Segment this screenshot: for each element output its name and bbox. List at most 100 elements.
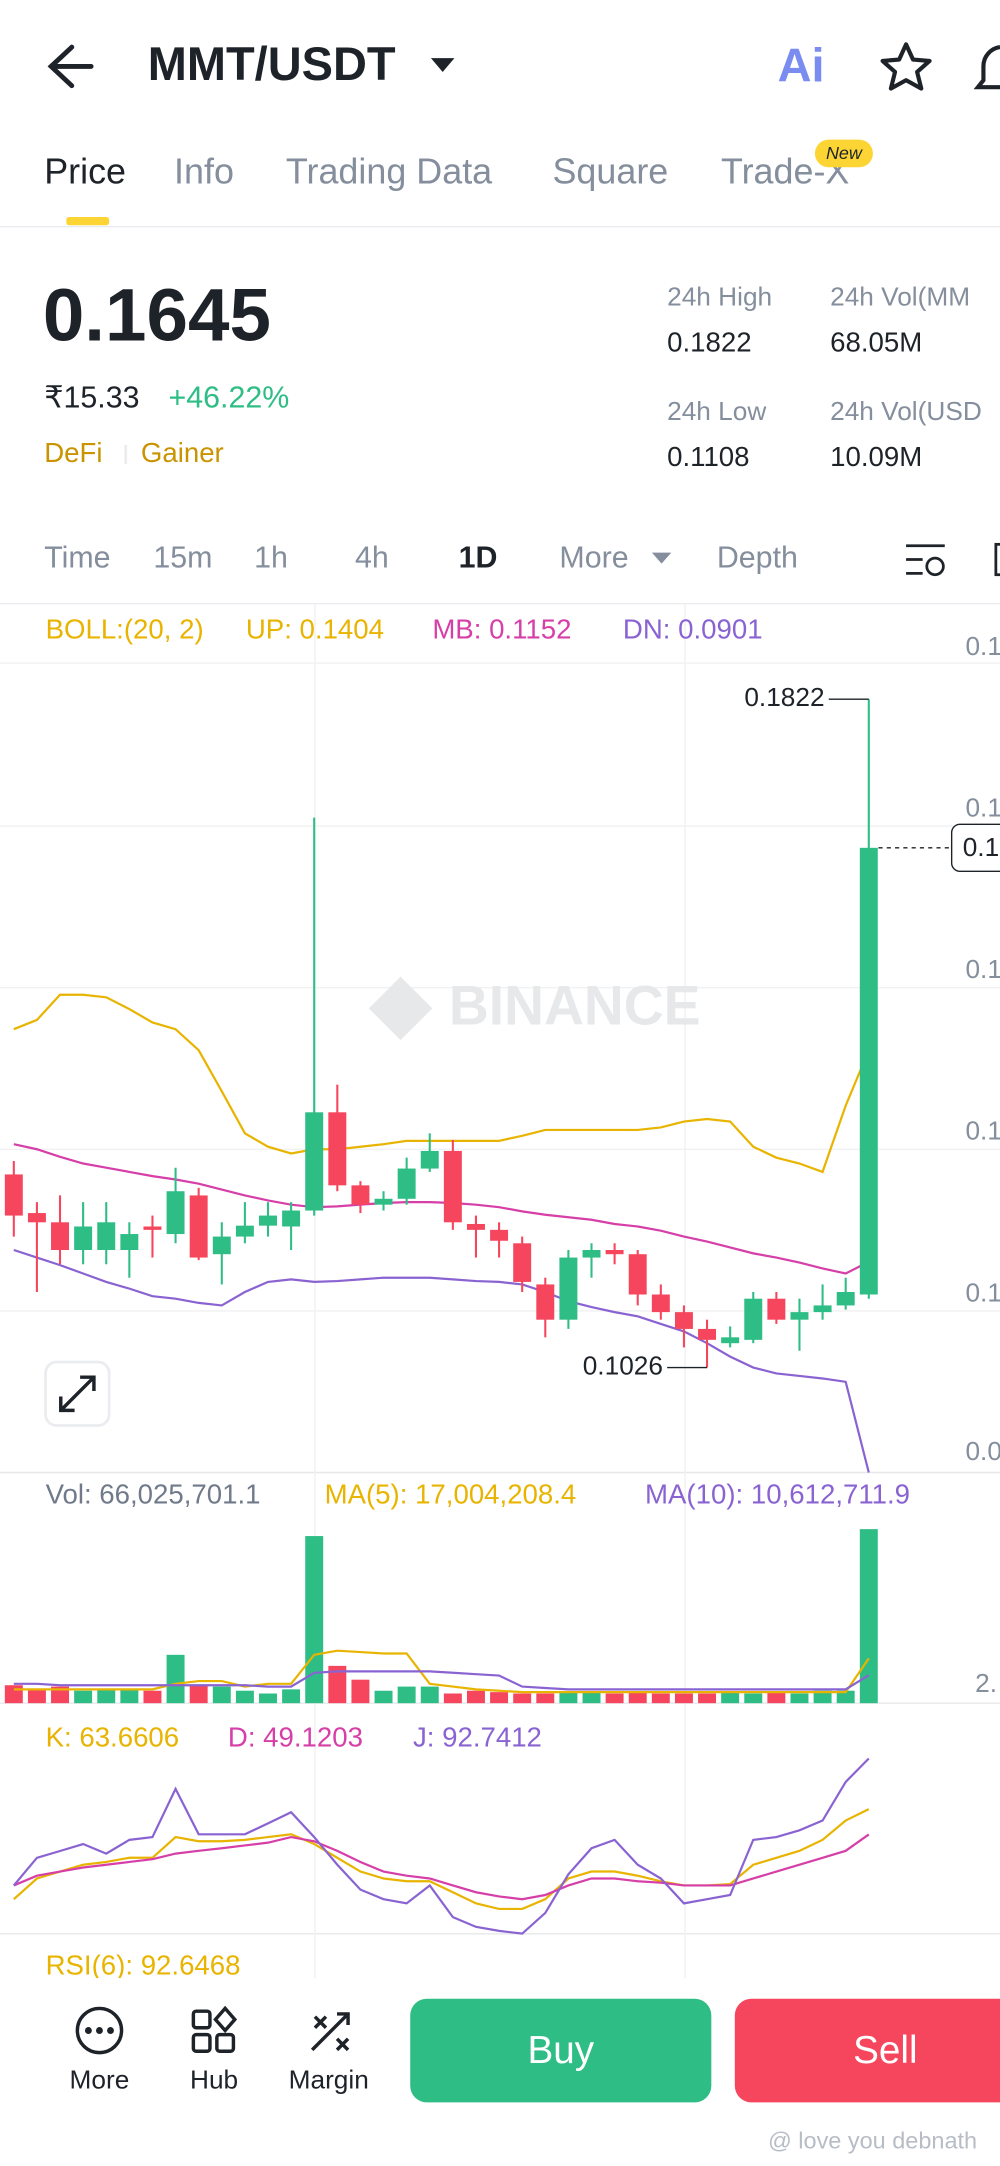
last-price: 0.1645 (43, 272, 271, 356)
legend-label: J: 92.7412 (413, 1721, 542, 1752)
indicator-line (12, 1757, 870, 1935)
y-axis-label: 0.1 (965, 631, 1000, 661)
sell-label[interactable]: Sell (853, 2029, 917, 2072)
indicator-line (13, 1808, 870, 1911)
candle-body (74, 1226, 93, 1251)
volume-bar (744, 1693, 763, 1704)
pair-dropdown[interactable] (430, 58, 455, 72)
hub-icon[interactable] (191, 2005, 238, 2053)
tag[interactable]: DeFi (44, 437, 102, 468)
candle-body (767, 1298, 786, 1320)
candle-body (790, 1312, 809, 1320)
watermark: BINANCE (449, 974, 701, 1036)
volume-bar (721, 1692, 740, 1704)
margin-icon[interactable] (310, 2012, 350, 2052)
candle-body (420, 1150, 439, 1169)
stat-label: 24h Vol(MM (830, 281, 970, 311)
legend-label: DN: 0.0901 (623, 614, 763, 645)
buy-button[interactable] (410, 1998, 712, 2103)
candle-body (27, 1213, 46, 1223)
candle-body (443, 1150, 462, 1223)
tab[interactable]: Square (552, 151, 668, 192)
volume-bar (559, 1692, 578, 1704)
volume-label: Vol: 66,025,701.1 (46, 1478, 261, 1509)
bell[interactable] (973, 45, 1000, 90)
interval[interactable]: 1D (459, 541, 498, 575)
sell-button[interactable] (734, 1998, 1000, 2103)
ai-icon[interactable]: Ai (778, 39, 825, 92)
stat-value: 10.09M (830, 441, 922, 472)
more-dropdown (651, 552, 672, 564)
tab[interactable]: Trading Data (286, 151, 492, 192)
legend-label: K: 63.6606 (46, 1721, 180, 1752)
stat-value: 68.05M (830, 326, 922, 357)
rsi-label: RSI(6): 92.6468 (46, 1949, 241, 1980)
candle-body (351, 1185, 370, 1205)
y-axis-label: 0.1 (965, 1277, 1000, 1307)
legend-label: UP: 0.1404 (246, 614, 384, 645)
nav-label[interactable]: Hub (190, 2065, 238, 2095)
candle-body (374, 1198, 393, 1205)
nav-label[interactable]: Margin (289, 2065, 369, 2095)
volume-bar (420, 1686, 439, 1704)
indicator-line (13, 1670, 870, 1691)
price-change: +46.22% (169, 380, 290, 414)
interval[interactable]: Time (44, 541, 110, 575)
stat-label: 24h Low (667, 396, 767, 426)
volume-bar (120, 1689, 139, 1704)
indicator-line (13, 1248, 870, 1473)
y-axis-label: 2. (975, 1668, 997, 1698)
volume-bar (790, 1693, 809, 1704)
volume-bar (490, 1692, 509, 1704)
new-badge: New (826, 143, 863, 163)
stat-label: 24h Vol(USD (830, 396, 982, 426)
candle-body (235, 1225, 254, 1237)
legend-label: MB: 0.1152 (432, 614, 571, 645)
volume-bar (27, 1689, 46, 1704)
volume-bar (4, 1685, 23, 1704)
candle-body (605, 1250, 624, 1255)
candle-body (328, 1112, 347, 1186)
chart-settings[interactable] (906, 544, 945, 577)
volume-bar (212, 1686, 231, 1704)
volume-bar (674, 1693, 693, 1704)
y-axis-label: 0.1 (965, 792, 1000, 822)
fiat-price: ₹15.33 (44, 380, 139, 414)
candle-body (166, 1191, 185, 1235)
tag[interactable]: Gainer (141, 437, 224, 468)
tab[interactable]: Info (174, 151, 234, 192)
interval[interactable]: 4h (355, 541, 389, 575)
more-icon[interactable] (75, 2006, 124, 2055)
boll-label: BOLL:(20, 2) (46, 614, 204, 645)
volume-bar (189, 1685, 208, 1704)
pair[interactable]: MMT/USDT (148, 37, 396, 90)
tab[interactable]: Price (44, 151, 126, 192)
nav-label[interactable]: More (70, 2065, 130, 2095)
volume-bar (97, 1689, 116, 1704)
volume-bar (374, 1690, 393, 1704)
expand-icon (59, 1375, 96, 1413)
buy-label[interactable]: Buy (527, 2029, 594, 2072)
candle-body (120, 1234, 139, 1251)
current-price-label: 0.1 (963, 832, 999, 862)
volume-bar (859, 1529, 878, 1704)
credit: @ love you debnath (768, 2128, 977, 2154)
low-label: 0.1026 (583, 1350, 663, 1380)
candle-body (51, 1222, 70, 1251)
candle-body (212, 1236, 231, 1255)
indicator-line (13, 993, 870, 1174)
legend-label: MA(5): 17,004,208.4 (325, 1478, 577, 1509)
volume-bar (466, 1690, 485, 1704)
favorite[interactable] (880, 42, 932, 91)
interval[interactable]: More (559, 541, 628, 575)
interval[interactable]: Depth (717, 541, 798, 575)
candle-body (466, 1223, 485, 1230)
back-button[interactable] (47, 44, 94, 89)
interval[interactable]: 15m (153, 541, 212, 575)
volume-bar (235, 1690, 254, 1704)
candle-body (582, 1250, 601, 1258)
candle-body (651, 1294, 670, 1313)
layout-icon[interactable] (994, 542, 1000, 577)
interval[interactable]: 1h (254, 541, 288, 575)
candle-body (4, 1174, 23, 1216)
